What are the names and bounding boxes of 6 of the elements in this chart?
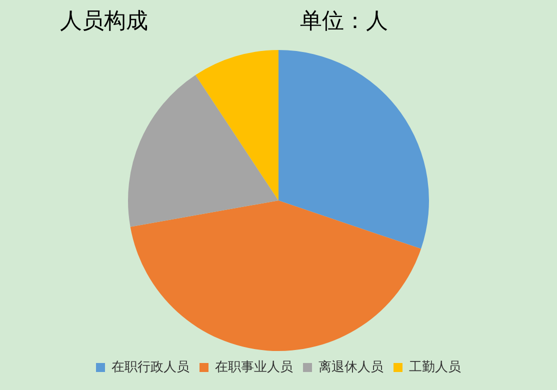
chart-title: 人员构成 [60,8,148,36]
legend-label: 在职行政人员 [112,360,190,375]
legend-label: 在职事业人员 [215,360,293,375]
chart-subtitle: 单位：人 [300,8,388,36]
legend-label: 工勤人员 [409,360,461,375]
legend-label: 离退休人员 [318,358,384,375]
